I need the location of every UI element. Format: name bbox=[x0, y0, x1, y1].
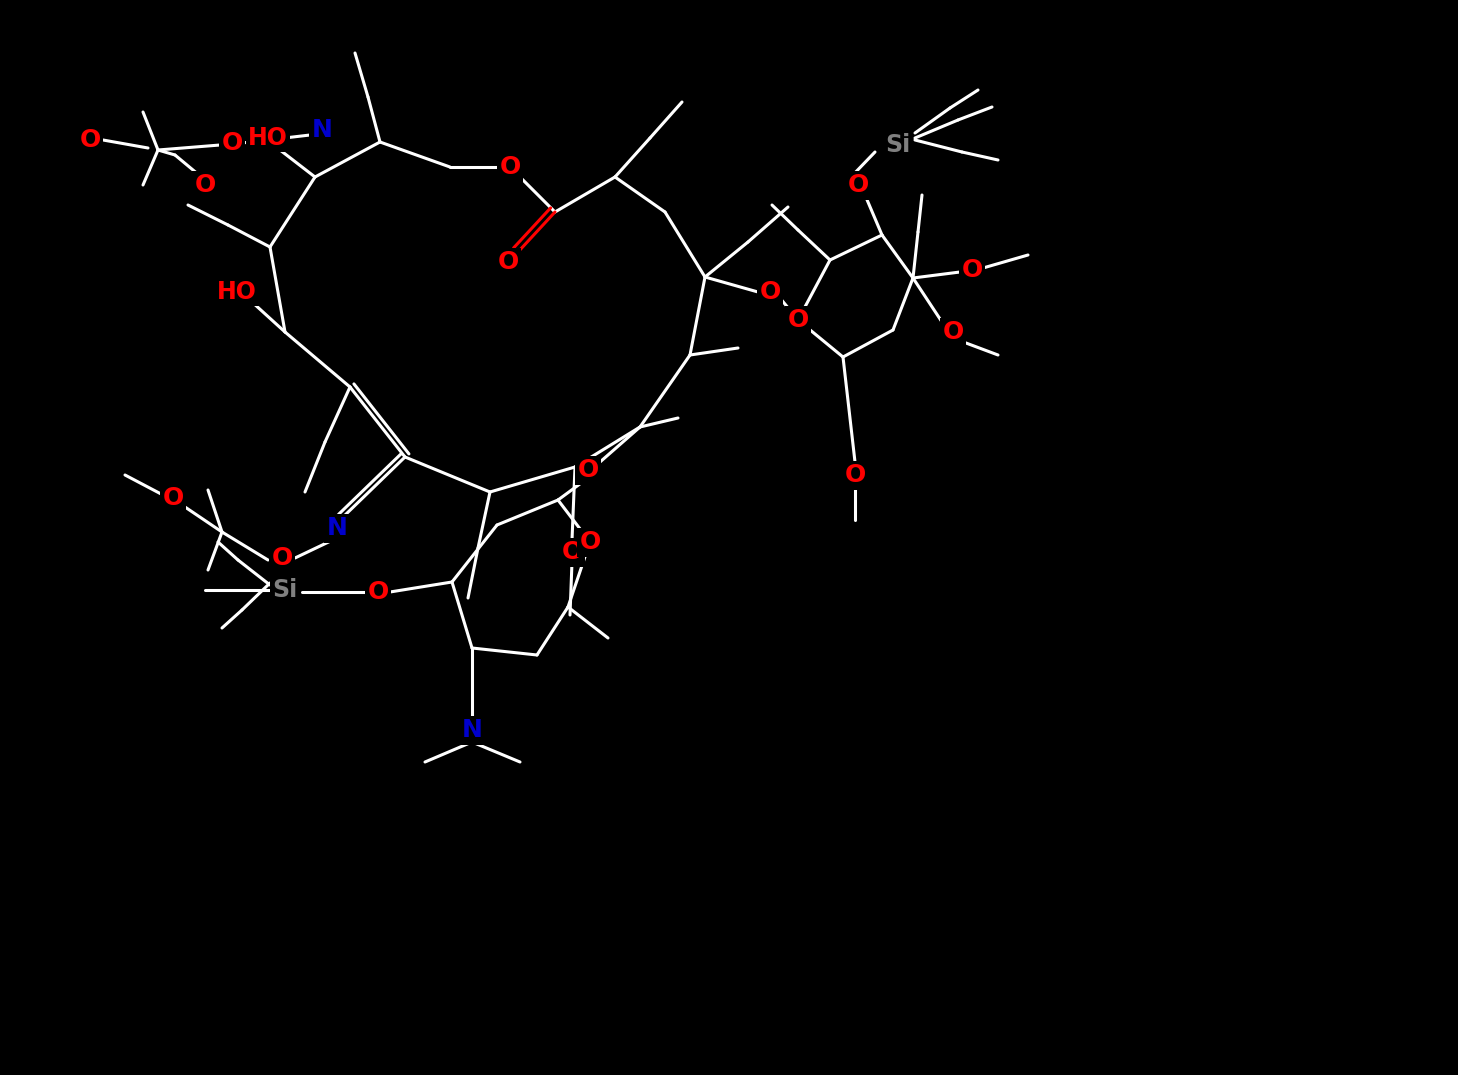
Text: Si: Si bbox=[885, 133, 911, 157]
Text: O: O bbox=[844, 463, 866, 487]
Text: HO: HO bbox=[248, 126, 287, 150]
Text: O: O bbox=[579, 530, 601, 554]
Text: O: O bbox=[271, 546, 293, 570]
Text: O: O bbox=[79, 128, 101, 152]
Text: O: O bbox=[194, 173, 216, 197]
Text: O: O bbox=[787, 309, 809, 332]
Text: O: O bbox=[500, 155, 521, 180]
Text: O: O bbox=[497, 250, 519, 274]
Text: N: N bbox=[327, 516, 347, 540]
Text: Si: Si bbox=[273, 578, 297, 602]
Text: N: N bbox=[462, 718, 483, 742]
Text: O: O bbox=[162, 486, 184, 510]
Text: O: O bbox=[961, 258, 983, 282]
Text: N: N bbox=[312, 118, 332, 142]
Text: O: O bbox=[367, 580, 389, 604]
Text: O: O bbox=[760, 280, 780, 304]
Text: HO: HO bbox=[217, 280, 257, 304]
Text: O: O bbox=[577, 458, 599, 482]
Text: O: O bbox=[561, 540, 583, 564]
Text: O: O bbox=[942, 320, 964, 344]
Text: O: O bbox=[222, 131, 242, 155]
Text: O: O bbox=[847, 173, 869, 197]
